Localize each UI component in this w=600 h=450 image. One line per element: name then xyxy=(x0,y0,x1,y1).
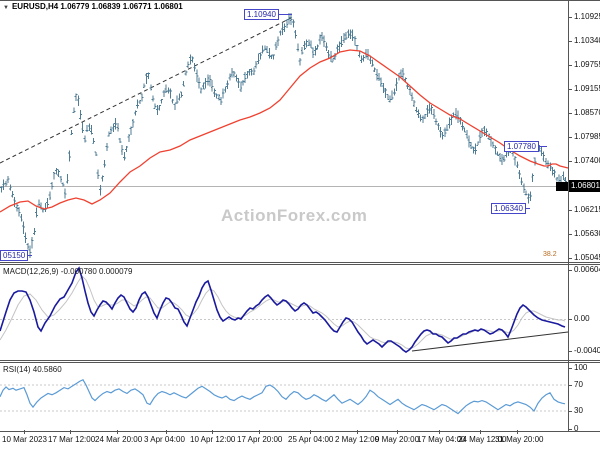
symbol-info: ▼ EURUSD,H4 1.06779 1.06839 1.06771 1.068… xyxy=(3,2,183,11)
axis-tick xyxy=(569,368,572,369)
axis-tick xyxy=(569,319,572,320)
axis-tick xyxy=(569,385,572,386)
time-axis-label: 17 Apr 20:00 xyxy=(237,435,283,444)
axis-tick xyxy=(569,429,572,430)
time-axis-label: 9 May 20:00 xyxy=(375,435,420,444)
watermark: ActionForex.com xyxy=(221,206,368,225)
top-border xyxy=(0,0,600,1)
macd-chart-canvas[interactable] xyxy=(0,265,569,360)
time-axis-label: 10 Mar 2023 xyxy=(2,435,47,444)
axis-tick xyxy=(569,89,572,90)
axis-tick xyxy=(569,161,572,162)
axis-tick xyxy=(569,411,572,412)
time-axis-label: 24 Mar 20:00 xyxy=(95,435,143,444)
price-swing-label: 1.07780 xyxy=(504,141,539,152)
price-axis[interactable]: 1.10925 1.10340 1.09755 1.09155 1.08570 1.079… xyxy=(569,0,600,433)
fib-level-label: 38.2 xyxy=(543,251,557,258)
axis-tick xyxy=(569,210,572,211)
time-axis-label: 2 May 12:00 xyxy=(335,435,380,444)
axis-tick xyxy=(259,430,260,434)
axis-tick xyxy=(117,430,118,434)
time-axis-label: 10 Apr 12:00 xyxy=(190,435,236,444)
axis-label: 0.006049 xyxy=(574,265,600,274)
axis-label: 30 xyxy=(574,406,583,415)
axis-label: 1.07985 xyxy=(574,132,600,141)
time-axis-label: 17 May 04:00 xyxy=(417,435,466,444)
axis-label: 0 xyxy=(574,424,579,433)
axis-label: 1.05045 xyxy=(574,253,600,262)
time-axis-label: 17 Mar 12:00 xyxy=(48,435,96,444)
axis-label: -0.004005 xyxy=(574,346,600,355)
axis-tick xyxy=(70,430,71,434)
price-axis-border xyxy=(568,0,569,432)
axis-tick xyxy=(310,430,311,434)
label-connector xyxy=(26,255,32,256)
rsi-line xyxy=(0,379,566,415)
label-connector xyxy=(278,14,292,15)
time-axis-label: 24 May 12:00 xyxy=(458,435,507,444)
axis-tick xyxy=(357,430,358,434)
price-swing-label: 1.10940 xyxy=(244,9,279,20)
axis-tick xyxy=(397,430,398,434)
axis-tick xyxy=(569,41,572,42)
label-connector xyxy=(523,208,530,209)
axis-tick xyxy=(517,430,518,434)
price-swing-label: 1.06340 xyxy=(491,203,526,214)
price-chart-canvas[interactable] xyxy=(0,0,569,262)
axis-tick xyxy=(24,430,25,434)
label-connector xyxy=(536,146,547,147)
time-axis-label: 25 Apr 04:00 xyxy=(288,435,334,444)
axis-label: 1.08570 xyxy=(574,108,600,117)
axis-label: 1.09755 xyxy=(574,60,600,69)
current-price-tag: 1.06801 xyxy=(569,180,600,192)
rsi-label: RSI(14) 40.5860 xyxy=(3,365,62,374)
macd-trendline xyxy=(411,331,569,352)
axis-tick xyxy=(569,137,572,138)
axis-tick xyxy=(569,258,572,259)
axis-label: 1.10340 xyxy=(574,36,600,45)
macd-label: MACD(12,26,9) -0.000780 0.000079 xyxy=(3,267,133,276)
time-axis-line xyxy=(0,431,600,432)
axis-tick xyxy=(480,430,481,434)
axis-label: 1.05630 xyxy=(574,229,600,238)
axis-tick xyxy=(569,65,572,66)
axis-label: 1.06215 xyxy=(574,205,600,214)
time-axis-label: 31 May 20:00 xyxy=(495,435,544,444)
axis-tick xyxy=(212,430,213,434)
last-price-marker xyxy=(556,182,568,191)
time-axis[interactable]: 10 Mar 2023 17 Mar 12:00 24 Mar 20:00 3 Apr… xyxy=(0,430,600,449)
macd-panel-top-border xyxy=(0,264,600,265)
time-axis-label: 3 Apr 04:00 xyxy=(144,435,185,444)
axis-label: 1.07400 xyxy=(574,156,600,165)
rising-trendline-dashed xyxy=(0,16,294,164)
axis-tick xyxy=(569,113,572,114)
axis-label: 100 xyxy=(574,363,588,372)
axis-tick xyxy=(569,234,572,235)
axis-tick xyxy=(569,270,572,271)
price-panel-bottom-border xyxy=(0,262,600,263)
axis-tick xyxy=(569,351,572,352)
axis-tick xyxy=(166,430,167,434)
macd-panel-bottom-border xyxy=(0,360,600,361)
macd-main-line xyxy=(0,266,566,353)
expander-icon[interactable]: ▼ xyxy=(3,5,9,11)
axis-label: 1.10925 xyxy=(574,12,600,21)
axis-tick xyxy=(439,430,440,434)
axis-label: 1.09155 xyxy=(574,84,600,93)
price-swing-label: 05150 xyxy=(0,250,29,261)
rsi-chart-canvas[interactable] xyxy=(0,363,569,431)
axis-tick xyxy=(569,17,572,18)
rsi-panel-top-border xyxy=(0,362,600,363)
symbol-ohlc-text: EURUSD,H4 1.06779 1.06839 1.06771 1.0680… xyxy=(11,2,183,11)
axis-label: 70 xyxy=(574,380,583,389)
axis-label: 0.00 xyxy=(574,314,590,323)
